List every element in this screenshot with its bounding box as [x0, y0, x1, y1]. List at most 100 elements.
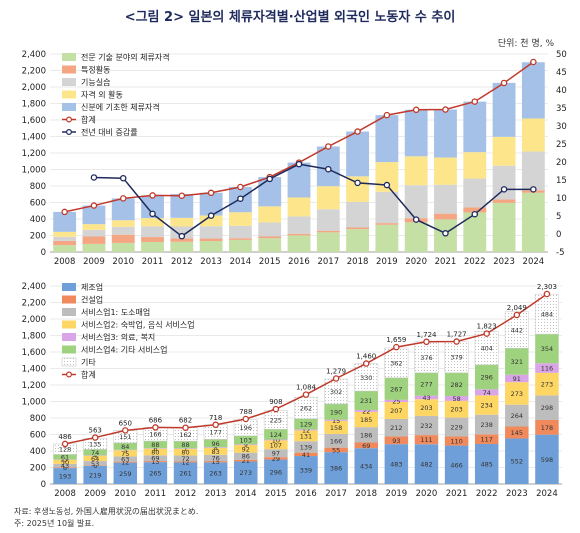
- bar-segment: [404, 222, 428, 252]
- y-tick-label: 1,000: [22, 398, 46, 408]
- x-tick-label: 2014: [235, 489, 257, 499]
- bar-segment: [258, 222, 282, 237]
- data-label: 15: [332, 417, 340, 425]
- line-point: [242, 415, 250, 423]
- data-label: 376: [420, 354, 432, 362]
- bar-segment: [203, 447, 228, 455]
- data-label: 80: [151, 449, 159, 457]
- bar-segment: [203, 454, 228, 462]
- legend-swatch: [62, 78, 76, 86]
- bar-segment: [354, 442, 378, 449]
- bar-segment: [444, 417, 469, 437]
- bar-segment: [316, 230, 340, 233]
- data-label: 83: [212, 448, 220, 456]
- x-tick-label: 2010: [114, 489, 136, 499]
- line-point: [178, 192, 186, 199]
- legend-swatch: [62, 320, 76, 329]
- data-label: 273: [511, 390, 523, 398]
- bar-segment: [404, 109, 428, 157]
- bar-segment: [53, 468, 77, 484]
- bar-segment: [53, 211, 77, 232]
- line-point: [212, 421, 219, 429]
- y-tick-label: 1,400: [22, 365, 46, 375]
- data-label: 116: [541, 365, 553, 373]
- data-label: 63: [121, 456, 129, 464]
- bar-segment: [354, 410, 378, 412]
- bar-segment: [535, 419, 559, 435]
- data-label: 12: [121, 459, 129, 467]
- line-point: [354, 128, 361, 135]
- bar-segment: [82, 243, 106, 252]
- data-label: 212: [390, 424, 402, 432]
- bar-segment: [264, 449, 288, 458]
- y2-tick-label: 0: [556, 230, 561, 240]
- data-label: 261: [179, 470, 191, 478]
- legend-swatch: [61, 357, 77, 367]
- legend-marker: [65, 371, 72, 378]
- y-tick-label: 800: [30, 414, 46, 424]
- data-label: 203: [420, 404, 432, 412]
- series-line: [93, 163, 534, 238]
- bar-segment: [203, 462, 228, 484]
- bar-segment: [113, 462, 138, 484]
- y-tick-label: 0: [41, 480, 46, 490]
- bar-segment: [141, 242, 164, 252]
- bar-segment: [199, 215, 223, 227]
- legend-label: 제조업: [81, 283, 103, 292]
- total-label: 2,303: [537, 283, 557, 291]
- line-point: [393, 343, 400, 351]
- legend-label: 특정활동: [81, 65, 110, 75]
- bar-segment: [53, 240, 77, 246]
- bar-segment: [173, 455, 198, 462]
- bar-segment: [444, 372, 469, 397]
- data-label: 43: [422, 394, 430, 402]
- bar-segment: [82, 224, 106, 230]
- bar-segment: [354, 448, 378, 484]
- line-point: [295, 160, 303, 168]
- chart-by-industry: 0 200 400 600 800 1,000 1,200 1,400 1,600 1,800 2,…: [22, 282, 562, 499]
- x-tick-label: 2016: [288, 257, 310, 267]
- x-tick-label: 2009: [83, 257, 105, 267]
- x-tick-label: 2017: [317, 257, 339, 267]
- x-tick-label: 2021: [435, 257, 457, 267]
- data-label: 386: [330, 465, 342, 473]
- data-label: 442: [511, 326, 523, 334]
- data-label: 107: [270, 441, 282, 449]
- bar-segment: [346, 131, 370, 177]
- bar-segment: [173, 448, 198, 449]
- data-label: 58: [452, 395, 460, 403]
- y-tick-label: 1,800: [22, 100, 46, 110]
- bar-segment: [354, 391, 378, 411]
- line-point: [182, 424, 189, 431]
- line-point: [90, 174, 98, 181]
- legend-label: 전년 대비 증감률: [81, 127, 138, 137]
- footnotes: 자료: 후생노동성, 外国人雇用状況の届出状況まとめ. 주: 2025년 10월…: [14, 506, 198, 530]
- bar-segment: [535, 395, 559, 420]
- data-label: 88: [181, 441, 189, 449]
- bar-segment: [111, 226, 135, 235]
- bar-segment: [264, 457, 288, 460]
- data-label: 302: [330, 388, 342, 396]
- y-tick-label: 1,600: [22, 348, 46, 358]
- line-point: [302, 391, 310, 398]
- bar-segment: [258, 236, 282, 239]
- chart-status-of-residence: 02004006008001,0001,2001,4001,6001,8002,…: [22, 50, 567, 267]
- bar-segment: [143, 441, 168, 449]
- bar-segment: [444, 445, 469, 484]
- bar-segment: [53, 454, 77, 460]
- line-point: [453, 338, 460, 345]
- legend-swatch: [62, 65, 76, 74]
- total-label: 486: [58, 433, 72, 441]
- bar-segment: [505, 438, 529, 484]
- data-label: 552: [511, 458, 523, 466]
- line-point: [354, 179, 361, 187]
- legend-swatch: [62, 308, 76, 316]
- x-tick-label: 2024: [523, 257, 545, 267]
- bar-segment: [316, 232, 340, 252]
- bar-segment: [173, 461, 198, 463]
- bar-segment: [414, 435, 439, 445]
- line-point: [383, 181, 391, 189]
- bar-segment: [346, 229, 370, 252]
- line-point: [332, 375, 340, 382]
- data-label: 103: [240, 437, 252, 445]
